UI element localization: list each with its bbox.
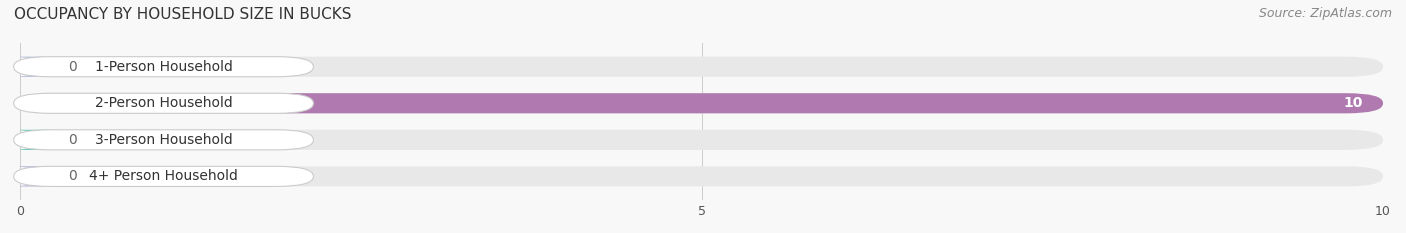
Text: 4+ Person Household: 4+ Person Household — [89, 169, 238, 183]
FancyBboxPatch shape — [21, 130, 1384, 150]
FancyBboxPatch shape — [14, 93, 314, 113]
FancyBboxPatch shape — [21, 57, 1384, 77]
Text: 0: 0 — [67, 133, 77, 147]
FancyBboxPatch shape — [21, 166, 1384, 186]
Text: Source: ZipAtlas.com: Source: ZipAtlas.com — [1258, 7, 1392, 20]
FancyBboxPatch shape — [8, 57, 58, 77]
FancyBboxPatch shape — [8, 166, 58, 186]
FancyBboxPatch shape — [14, 166, 314, 186]
Text: 2-Person Household: 2-Person Household — [94, 96, 232, 110]
Text: 0: 0 — [67, 169, 77, 183]
FancyBboxPatch shape — [14, 57, 314, 77]
Text: 3-Person Household: 3-Person Household — [94, 133, 232, 147]
Text: 0: 0 — [67, 60, 77, 74]
FancyBboxPatch shape — [21, 93, 1384, 113]
FancyBboxPatch shape — [21, 93, 1384, 113]
Text: OCCUPANCY BY HOUSEHOLD SIZE IN BUCKS: OCCUPANCY BY HOUSEHOLD SIZE IN BUCKS — [14, 7, 352, 22]
FancyBboxPatch shape — [8, 130, 58, 150]
Text: 1-Person Household: 1-Person Household — [94, 60, 232, 74]
FancyBboxPatch shape — [14, 130, 314, 150]
Text: 10: 10 — [1343, 96, 1362, 110]
